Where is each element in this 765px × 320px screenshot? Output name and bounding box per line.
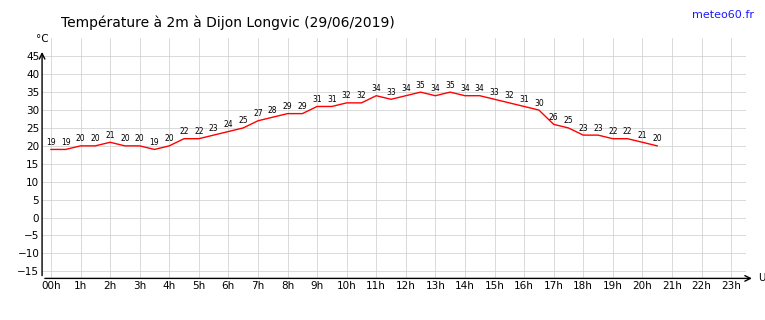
Text: 20: 20 [120,134,130,143]
Text: 26: 26 [549,113,558,122]
Text: 23: 23 [209,124,218,132]
Text: 30: 30 [534,99,544,108]
Text: 34: 34 [460,84,470,93]
Text: 22: 22 [194,127,203,136]
Text: 21: 21 [106,131,115,140]
Text: 33: 33 [490,88,500,97]
Text: 31: 31 [327,95,337,104]
Text: 29: 29 [283,102,292,111]
Text: 21: 21 [637,131,647,140]
Text: 33: 33 [386,88,396,97]
Text: 31: 31 [519,95,529,104]
Text: 27: 27 [253,109,262,118]
Text: Température à 2m à Dijon Longvic (29/06/2019): Température à 2m à Dijon Longvic (29/06/… [61,16,395,30]
Text: 32: 32 [504,92,514,100]
Text: 20: 20 [76,134,86,143]
Text: 22: 22 [623,127,633,136]
Text: 20: 20 [653,134,662,143]
Text: meteo60.fr: meteo60.fr [692,10,754,20]
Text: 32: 32 [342,92,351,100]
Text: 20: 20 [90,134,100,143]
Text: 24: 24 [223,120,233,129]
Text: 34: 34 [371,84,381,93]
Text: 19: 19 [150,138,159,147]
Text: 35: 35 [445,81,455,90]
Text: UTC: UTC [757,273,765,284]
Text: 31: 31 [312,95,322,104]
Text: 23: 23 [593,124,603,132]
Text: 23: 23 [578,124,588,132]
Text: 22: 22 [608,127,617,136]
Text: 34: 34 [475,84,484,93]
Text: 35: 35 [415,81,425,90]
Text: 19: 19 [61,138,70,147]
Text: 29: 29 [298,102,307,111]
Text: 20: 20 [135,134,145,143]
Text: 19: 19 [46,138,56,147]
Text: 20: 20 [164,134,174,143]
Text: 34: 34 [431,84,440,93]
Text: 25: 25 [239,116,248,125]
Text: 25: 25 [564,116,573,125]
Text: °C: °C [36,34,48,44]
Text: 22: 22 [179,127,189,136]
Text: 32: 32 [356,92,366,100]
Text: 28: 28 [268,106,278,115]
Text: 34: 34 [401,84,411,93]
